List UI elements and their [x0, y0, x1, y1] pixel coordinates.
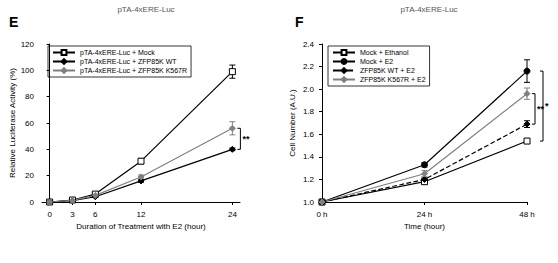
svg-text:20: 20 [25, 171, 34, 180]
svg-text:Relative Luciferase Activity (: Relative Luciferase Activity (%) [8, 68, 17, 178]
svg-text:*: * [545, 101, 549, 111]
svg-text:Time (hour): Time (hour) [404, 222, 445, 231]
svg-text:E: E [9, 14, 18, 30]
svg-text:80: 80 [25, 92, 34, 101]
svg-text:0 h: 0 h [316, 210, 327, 219]
svg-text:Duration of Treatment with E2: Duration of Treatment with E2 (hour) [76, 222, 206, 231]
svg-text:Mock + E2: Mock + E2 [360, 58, 393, 65]
svg-text:3: 3 [70, 210, 75, 219]
svg-text:pTA-4xERE-Luc: pTA-4xERE-Luc [117, 5, 174, 14]
svg-text:48 h: 48 h [519, 210, 535, 219]
svg-text:**: ** [242, 134, 250, 144]
svg-text:Mock + Ethanol: Mock + Ethanol [360, 49, 409, 56]
svg-text:1.6: 1.6 [303, 130, 315, 139]
svg-text:ZFP85K K567R + E2: ZFP85K K567R + E2 [360, 76, 426, 83]
svg-text:40: 40 [25, 145, 34, 154]
svg-text:60: 60 [25, 119, 34, 128]
svg-text:2.4: 2.4 [303, 40, 315, 49]
svg-text:pTA-4xERE-Luc: pTA-4xERE-Luc [400, 5, 457, 14]
svg-text:0: 0 [47, 210, 52, 219]
svg-text:pTA-4xERE-Luc + ZFP85K K567R: pTA-4xERE-Luc + ZFP85K K567R [80, 67, 187, 75]
svg-text:6: 6 [93, 210, 98, 219]
svg-text:Cell Number (A.U.): Cell Number (A.U.) [288, 89, 297, 157]
svg-text:1.2: 1.2 [303, 175, 315, 184]
svg-text:120: 120 [21, 40, 35, 49]
svg-text:pTA-4xERE-Luc + ZFP85K WT: pTA-4xERE-Luc + ZFP85K WT [80, 58, 177, 66]
svg-text:2.0: 2.0 [303, 85, 315, 94]
svg-text:ZFP85K WT + E2: ZFP85K WT + E2 [360, 67, 415, 74]
svg-text:24 h: 24 h [417, 210, 433, 219]
svg-text:1.8: 1.8 [303, 107, 315, 116]
svg-text:1.0: 1.0 [303, 198, 315, 207]
svg-text:0: 0 [30, 198, 35, 207]
svg-text:24: 24 [228, 210, 237, 219]
svg-text:12: 12 [137, 210, 146, 219]
svg-text:pTA-4xERE-Luc + Mock: pTA-4xERE-Luc + Mock [80, 49, 155, 57]
svg-text:1.4: 1.4 [303, 152, 315, 161]
svg-text:100: 100 [21, 66, 35, 75]
svg-text:2.2: 2.2 [303, 62, 315, 71]
svg-text:F: F [295, 14, 304, 30]
